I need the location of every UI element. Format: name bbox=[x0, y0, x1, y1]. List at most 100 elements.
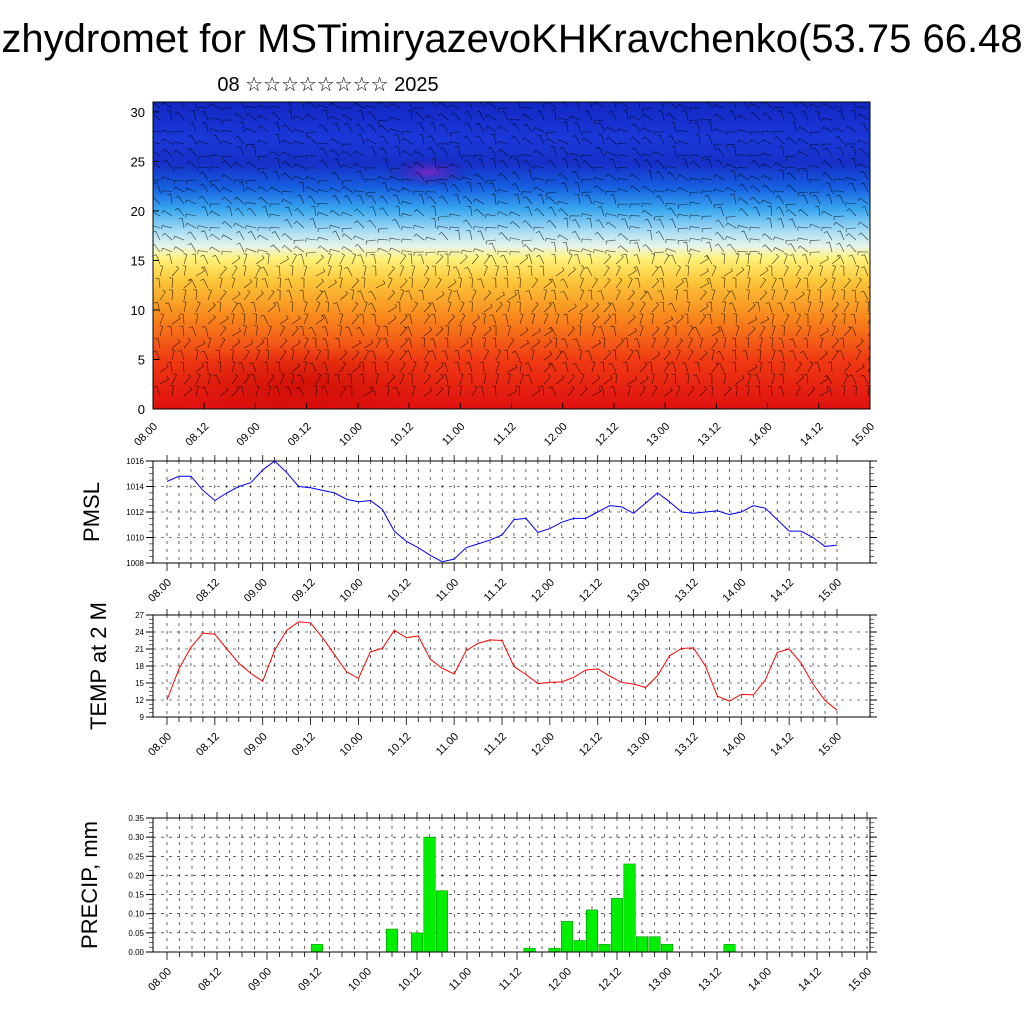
wind-barb bbox=[819, 338, 824, 349]
wind-barb-flag bbox=[329, 187, 332, 192]
wind-barb-flag bbox=[854, 301, 859, 303]
wind-barb bbox=[615, 256, 624, 265]
wind-barb bbox=[375, 374, 379, 385]
x-tick-label: 15.00 bbox=[849, 421, 877, 449]
wind-barb-flag bbox=[153, 254, 157, 257]
wind-barb-flag bbox=[578, 349, 582, 351]
wind-barb bbox=[462, 176, 473, 181]
wind-barb-flag bbox=[512, 350, 516, 354]
y-tick-label: 15 bbox=[131, 253, 145, 268]
x-tick-label: 10.00 bbox=[338, 731, 366, 759]
wind-barb bbox=[807, 302, 812, 313]
x-tick-label: 12.00 bbox=[529, 577, 557, 605]
wind-barb-flag bbox=[699, 337, 703, 339]
wind-barb bbox=[839, 158, 845, 169]
wind-barb bbox=[525, 159, 533, 169]
wind-barb bbox=[306, 176, 317, 181]
wind-barb bbox=[343, 186, 353, 193]
wind-barb-flag bbox=[592, 325, 596, 328]
wind-barb-flag bbox=[650, 373, 655, 375]
wind-barb-flag bbox=[498, 232, 502, 235]
wind-barb bbox=[219, 268, 227, 277]
wind-barb bbox=[195, 350, 199, 361]
wind-barb bbox=[753, 159, 761, 169]
wind-barb bbox=[467, 122, 473, 133]
wind-barb bbox=[407, 326, 413, 337]
wind-barb bbox=[204, 206, 209, 217]
wind-barb bbox=[601, 134, 605, 145]
wind-barb-flag bbox=[809, 103, 812, 108]
x-tick-label: 08.00 bbox=[146, 731, 174, 759]
wind-barb-flag bbox=[246, 373, 250, 376]
wind-barb-flag bbox=[605, 221, 609, 225]
wind-barb-flag bbox=[607, 254, 611, 257]
wind-barb-flag bbox=[633, 242, 638, 244]
wind-barb bbox=[563, 102, 569, 109]
wind-barb bbox=[855, 302, 859, 313]
wind-barb bbox=[663, 352, 671, 361]
wind-barb-flag bbox=[682, 109, 686, 112]
wind-barb bbox=[303, 266, 307, 277]
wind-barb-flag bbox=[533, 127, 536, 131]
wind-barb bbox=[355, 103, 365, 109]
wind-barb-flag bbox=[835, 337, 839, 341]
wind-barb bbox=[567, 254, 573, 265]
wind-barb-flag bbox=[260, 266, 264, 269]
wind-barb-flag bbox=[850, 313, 855, 316]
wind-barb bbox=[519, 257, 529, 265]
wind-barb-flag bbox=[488, 290, 491, 293]
wind-barb bbox=[759, 362, 762, 373]
wind-barb bbox=[698, 134, 701, 145]
wind-barb bbox=[615, 266, 621, 277]
wind-barb bbox=[183, 266, 187, 277]
wind-barb bbox=[420, 254, 425, 265]
wind-barb-flag bbox=[784, 253, 788, 255]
x-tick-label: 12.12 bbox=[593, 421, 621, 449]
wind-barb-flag bbox=[212, 374, 217, 377]
wind-barb bbox=[399, 266, 405, 277]
wind-barb bbox=[492, 314, 497, 325]
wind-barb-flag bbox=[831, 277, 836, 279]
wind-barb bbox=[399, 363, 406, 373]
wind-barb bbox=[331, 102, 341, 109]
wind-barb bbox=[378, 247, 389, 253]
x-tick-label: 12.00 bbox=[546, 966, 574, 994]
wind-barb-flag bbox=[665, 248, 667, 252]
wind-barb bbox=[324, 362, 329, 373]
wind-barb-flag bbox=[254, 325, 258, 327]
wind-barb bbox=[709, 278, 713, 289]
wind-barb bbox=[258, 105, 269, 109]
wind-barb bbox=[831, 304, 839, 313]
wind-barb bbox=[471, 290, 477, 301]
wind-barb-flag bbox=[475, 253, 479, 257]
wind-barb bbox=[747, 374, 752, 385]
precip-bar bbox=[636, 936, 648, 953]
wind-barb bbox=[771, 374, 776, 385]
wind-barb bbox=[296, 221, 305, 229]
wind-barb bbox=[357, 244, 365, 253]
wind-barb bbox=[747, 290, 750, 301]
wind-barb-flag bbox=[656, 134, 661, 137]
wind-barb bbox=[554, 110, 557, 121]
wind-barb bbox=[790, 111, 797, 121]
wind-barb-flag bbox=[525, 254, 530, 256]
wind-barb-flag bbox=[845, 301, 850, 304]
wind-barb-flag bbox=[597, 375, 601, 379]
wind-barb bbox=[560, 173, 569, 181]
wind-barb-flag bbox=[306, 349, 310, 352]
wind-barb bbox=[339, 352, 348, 361]
wind-barb-flag bbox=[573, 266, 576, 270]
wind-barb-flag bbox=[417, 254, 422, 256]
wind-barb bbox=[867, 302, 870, 313]
wind-barb-flag bbox=[353, 150, 356, 155]
wind-barb-flag bbox=[506, 301, 511, 303]
wind-barb-flag bbox=[860, 182, 864, 185]
wind-barb bbox=[699, 315, 706, 325]
wind-barb bbox=[738, 153, 749, 157]
wind-barb bbox=[159, 314, 165, 325]
wind-barb bbox=[589, 254, 593, 265]
wind-barb-flag bbox=[428, 99, 431, 101]
wind-barb-flag bbox=[466, 350, 470, 352]
wind-barb bbox=[474, 154, 485, 157]
